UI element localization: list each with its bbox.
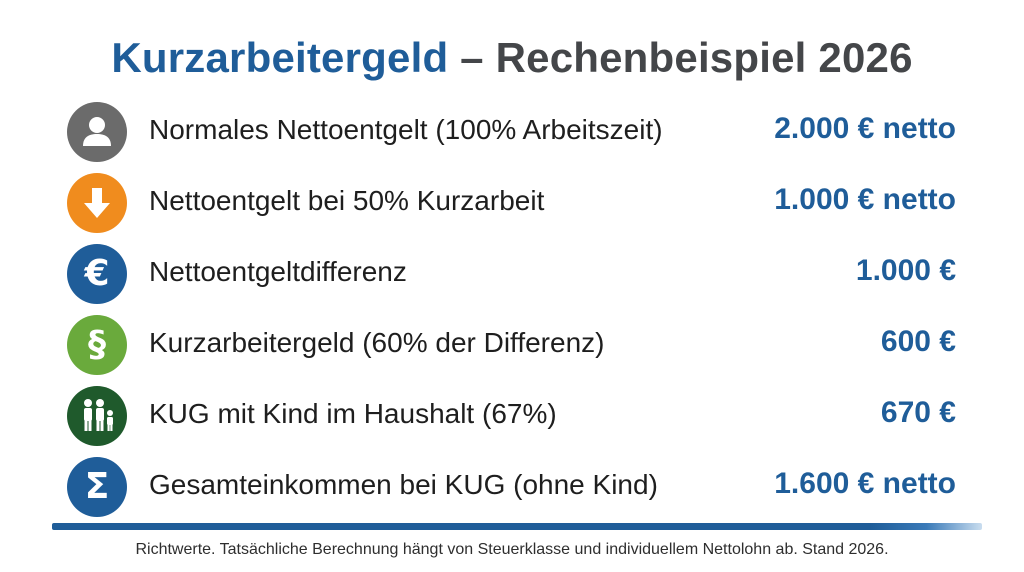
row-value: 670 €	[880, 396, 956, 429]
row-label: Kurzarbeitergeld (60% der Differenz)	[149, 327, 605, 358]
footer-divider	[52, 523, 982, 530]
arrow-down-icon	[67, 173, 127, 233]
paragraph-glyph: §	[88, 324, 106, 365]
row-label: Gesamteinkommen bei KUG (ohne Kind)	[149, 469, 658, 500]
sigma-glyph: Σ	[84, 466, 110, 507]
list-item-kug-with-child: KUG mit Kind im Haushalt (67%) 670 €	[0, 380, 1024, 450]
row-value: 2.000 € netto	[774, 112, 956, 145]
list-item-normal-net: Normales Nettoentgelt (100% Arbeitszeit)…	[0, 96, 1024, 166]
paragraph-icon: §	[67, 315, 127, 375]
row-label: Nettoentgeltdifferenz	[149, 256, 407, 287]
row-label: Nettoentgelt bei 50% Kurzarbeit	[149, 185, 545, 216]
list-item-short-time-net: Nettoentgelt bei 50% Kurzarbeit 1.000 € …	[0, 167, 1024, 237]
list-item-short-time-allowance: § Kurzarbeitergeld (60% der Differenz) 6…	[0, 309, 1024, 379]
row-value: 1.600 € netto	[774, 467, 956, 500]
euro-glyph: €	[84, 253, 110, 294]
user-icon	[67, 102, 127, 162]
row-value: 1.000 € netto	[774, 183, 956, 216]
family-icon	[67, 386, 127, 446]
row-value: 600 €	[880, 325, 956, 358]
row-label: Normales Nettoentgelt (100% Arbeitszeit)	[149, 114, 663, 145]
euro-icon: €	[67, 244, 127, 304]
row-value: 1.000 €	[855, 254, 956, 287]
title-main: Kurzarbeitergeld	[111, 34, 449, 81]
list-item-total-income: Σ Gesamteinkommen bei KUG (ohne Kind) 1.…	[0, 451, 1024, 521]
list-item-net-difference: € Nettoentgeltdifferenz 1.000 €	[0, 238, 1024, 308]
sigma-icon: Σ	[67, 457, 127, 517]
footnote: Richtwerte. Tatsächliche Berechnung häng…	[135, 541, 889, 558]
page-title: Kurzarbeitergeld – Rechenbeispiel 2026	[0, 34, 1024, 82]
title-dash: –	[448, 34, 496, 81]
row-label: KUG mit Kind im Haushalt (67%)	[149, 398, 557, 429]
title-sub: Rechenbeispiel 2026	[495, 34, 913, 81]
